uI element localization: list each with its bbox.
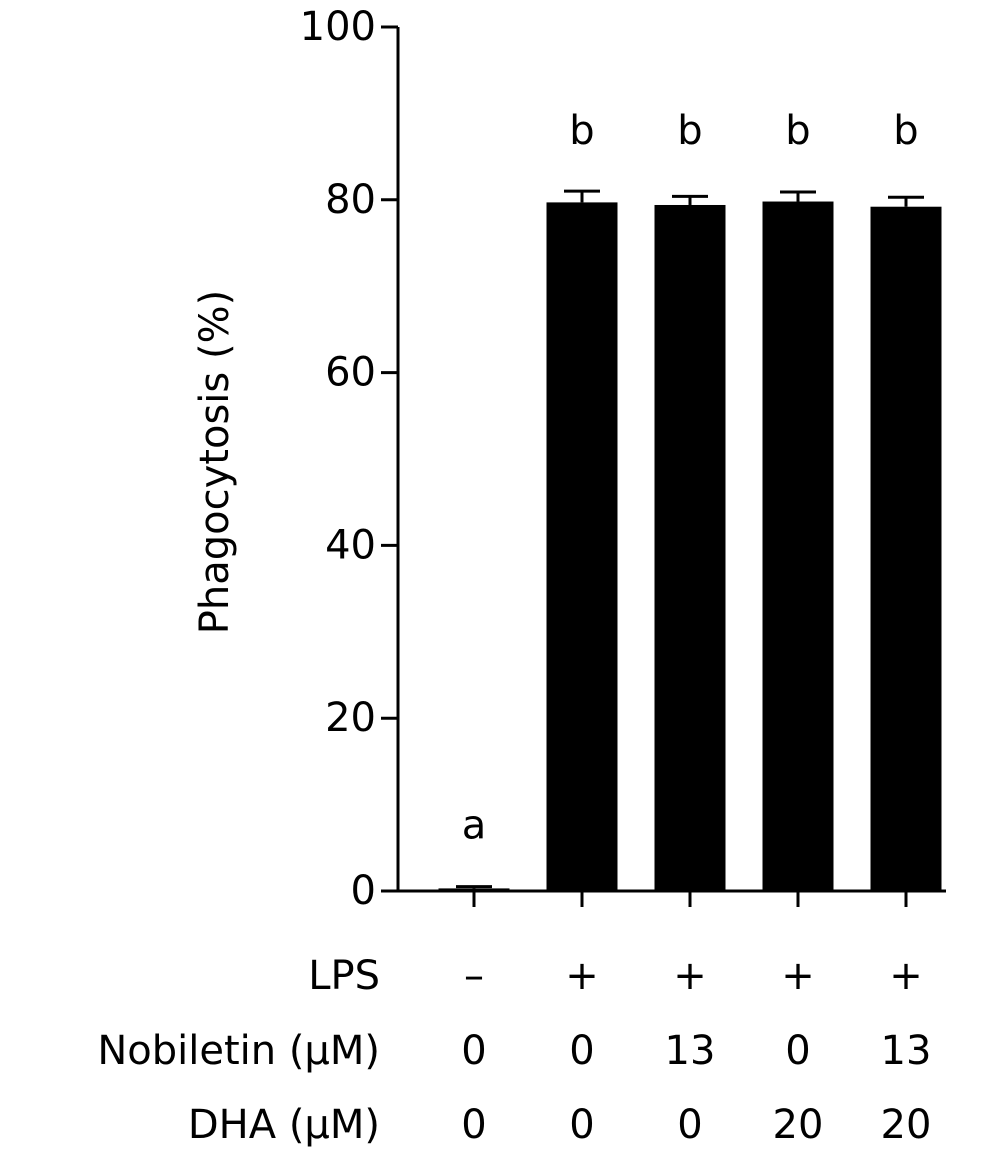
bars [438, 201, 942, 892]
condition-value: 0 [461, 1028, 486, 1074]
y-tick-label: 80 [325, 177, 376, 223]
condition-row-label: DHA (µM) [188, 1102, 380, 1148]
condition-row-label: LPS [308, 953, 380, 999]
significance-label: b [785, 108, 810, 154]
x-axis [398, 889, 946, 907]
y-tick-label: 20 [325, 695, 376, 741]
significance-label: a [462, 803, 487, 849]
condition-row-label: Nobiletin (µM) [97, 1028, 380, 1074]
error-bars [456, 189, 924, 889]
y-tick-label: 40 [325, 522, 376, 568]
condition-value: 13 [881, 1028, 932, 1074]
y-axis-title: Phagocytosis (%) [192, 290, 238, 634]
condition-value: 0 [569, 1028, 594, 1074]
y-axis: 0 20 40 60 80 100 [300, 4, 400, 914]
bar [870, 206, 942, 891]
condition-value: 0 [461, 1102, 486, 1148]
bar [762, 201, 834, 891]
condition-value: 0 [785, 1028, 810, 1074]
condition-value: 20 [773, 1102, 824, 1148]
significance-label: b [893, 108, 918, 154]
condition-value: + [673, 953, 707, 999]
condition-value: 20 [881, 1102, 932, 1148]
condition-table: LPS – + + + + Nobiletin (µM) 0 0 13 0 13 DHA (µM) 0 0 0… [97, 953, 931, 1148]
condition-value: 13 [665, 1028, 716, 1074]
significance-label: b [569, 108, 594, 154]
condition-value: 0 [677, 1102, 702, 1148]
significance-label: b [677, 108, 702, 154]
bar [546, 202, 618, 892]
significance-labels: a b b b b [462, 108, 919, 849]
y-tick-label: 0 [351, 868, 376, 914]
bar [654, 204, 726, 891]
bar [438, 888, 510, 891]
y-tick-label: 100 [300, 4, 376, 50]
condition-value: + [565, 953, 599, 999]
condition-value: – [464, 953, 484, 999]
condition-value: + [889, 953, 923, 999]
y-tick-label: 60 [325, 350, 376, 396]
condition-value: + [781, 953, 815, 999]
condition-value: 0 [569, 1102, 594, 1148]
